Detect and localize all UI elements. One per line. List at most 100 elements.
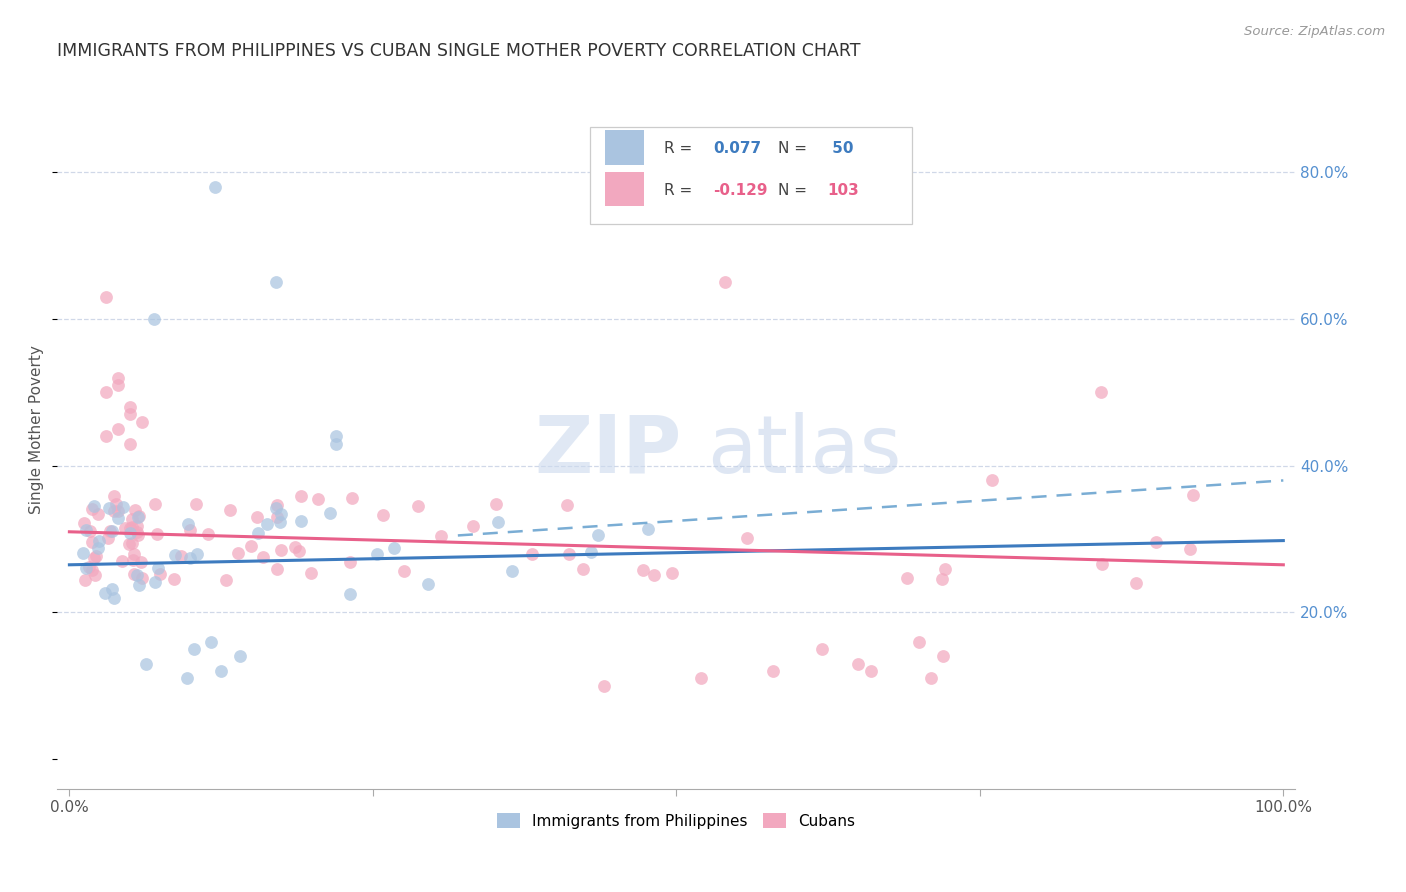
- Point: [266, 498, 288, 512]
- Point: [246, 526, 269, 541]
- Point: [284, 541, 307, 555]
- Point: [127, 509, 149, 524]
- Point: [226, 546, 249, 560]
- Point: [270, 508, 292, 522]
- Point: [264, 276, 287, 290]
- Point: [120, 408, 142, 422]
- Point: [84, 568, 107, 582]
- Point: [75, 561, 97, 575]
- Point: [200, 635, 222, 649]
- Point: [572, 562, 595, 576]
- Point: [288, 544, 311, 558]
- Point: [128, 509, 150, 524]
- Point: [110, 554, 132, 568]
- Point: [252, 549, 274, 564]
- Point: [811, 642, 834, 657]
- Point: [146, 527, 169, 541]
- Point: [714, 276, 737, 290]
- Point: [270, 543, 292, 558]
- Text: ZIP: ZIP: [534, 411, 682, 490]
- Point: [392, 564, 415, 578]
- Point: [762, 664, 785, 678]
- Point: [114, 521, 136, 535]
- Point: [184, 497, 207, 511]
- Point: [103, 591, 125, 605]
- Point: [430, 529, 453, 543]
- Point: [934, 562, 956, 576]
- Point: [299, 566, 322, 580]
- Point: [1180, 541, 1202, 556]
- Point: [325, 436, 347, 450]
- Text: 103: 103: [827, 183, 859, 198]
- Point: [266, 561, 288, 575]
- Point: [246, 509, 269, 524]
- Point: [97, 531, 120, 545]
- Point: [120, 400, 142, 414]
- Text: R =: R =: [664, 141, 697, 156]
- Point: [1125, 575, 1147, 590]
- Point: [165, 548, 187, 562]
- Point: [256, 516, 278, 531]
- Point: [121, 520, 143, 534]
- Point: [125, 568, 148, 582]
- Point: [908, 635, 931, 649]
- Point: [149, 567, 172, 582]
- Point: [143, 312, 166, 326]
- Point: [107, 422, 129, 436]
- Point: [637, 523, 659, 537]
- Point: [932, 649, 955, 664]
- Text: 50: 50: [827, 141, 853, 156]
- Point: [146, 561, 169, 575]
- Legend: Immigrants from Philippines, Cubans: Immigrants from Philippines, Cubans: [491, 807, 862, 835]
- Point: [72, 546, 94, 560]
- Point: [325, 429, 347, 443]
- Point: [1181, 488, 1204, 502]
- Point: [416, 576, 439, 591]
- FancyBboxPatch shape: [605, 130, 644, 164]
- Point: [118, 537, 141, 551]
- Point: [229, 649, 252, 664]
- Point: [501, 565, 523, 579]
- Point: [485, 497, 508, 511]
- Point: [79, 559, 101, 574]
- Point: [80, 501, 103, 516]
- Point: [339, 587, 361, 601]
- Point: [87, 534, 110, 549]
- Point: [131, 571, 153, 585]
- Point: [266, 509, 288, 524]
- Point: [522, 547, 544, 561]
- Point: [1090, 385, 1112, 400]
- Point: [94, 290, 117, 304]
- Point: [186, 547, 208, 561]
- Point: [163, 572, 186, 586]
- Point: [93, 586, 115, 600]
- Point: [103, 489, 125, 503]
- Point: [382, 541, 405, 555]
- Point: [1091, 558, 1114, 572]
- Point: [177, 516, 200, 531]
- Point: [75, 523, 97, 537]
- Point: [176, 672, 198, 686]
- Point: [579, 545, 602, 559]
- Point: [84, 549, 107, 563]
- Point: [80, 563, 103, 577]
- Point: [94, 429, 117, 443]
- Point: [122, 566, 145, 581]
- Point: [73, 573, 96, 587]
- Point: [107, 370, 129, 384]
- Point: [121, 536, 143, 550]
- Point: [689, 672, 711, 686]
- Point: [214, 573, 236, 587]
- Point: [103, 504, 125, 518]
- Point: [592, 679, 614, 693]
- Text: Source: ZipAtlas.com: Source: ZipAtlas.com: [1244, 25, 1385, 38]
- Point: [339, 555, 361, 569]
- Point: [101, 524, 124, 539]
- Point: [135, 657, 157, 671]
- Text: N =: N =: [778, 141, 811, 156]
- Point: [128, 578, 150, 592]
- Point: [555, 498, 578, 512]
- Text: N =: N =: [778, 183, 811, 198]
- Point: [83, 550, 105, 565]
- Point: [920, 672, 942, 686]
